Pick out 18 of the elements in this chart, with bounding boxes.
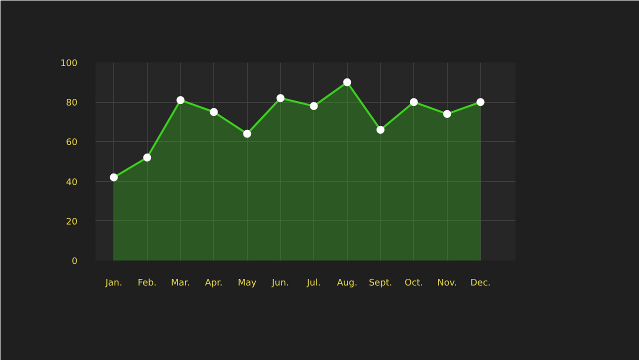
y-tick-label: 0: [72, 257, 78, 267]
x-tick-label: Dec.: [470, 278, 491, 288]
y-tick-label: 100: [60, 59, 78, 69]
x-tick-label: Apr.: [205, 278, 223, 288]
y-tick-label: 60: [66, 138, 78, 148]
x-tick-label: Jan.: [104, 278, 122, 288]
y-tick-label: 40: [66, 178, 78, 188]
x-tick-label: Aug.: [336, 278, 358, 288]
y-tick-label: 20: [66, 217, 78, 228]
x-tick-label: Sept.: [368, 278, 392, 288]
x-tick-label: Jun.: [271, 278, 289, 288]
y-tick-label: 80: [66, 98, 78, 109]
x-tick-label: May: [238, 278, 258, 288]
x-tick-label: Nov.: [437, 278, 458, 288]
x-tick-label: Jul.: [306, 278, 321, 288]
x-tick-label: Oct.: [404, 278, 424, 288]
x-tick-label: Mar.: [170, 278, 190, 288]
x-tick-label: Feb.: [138, 278, 157, 288]
